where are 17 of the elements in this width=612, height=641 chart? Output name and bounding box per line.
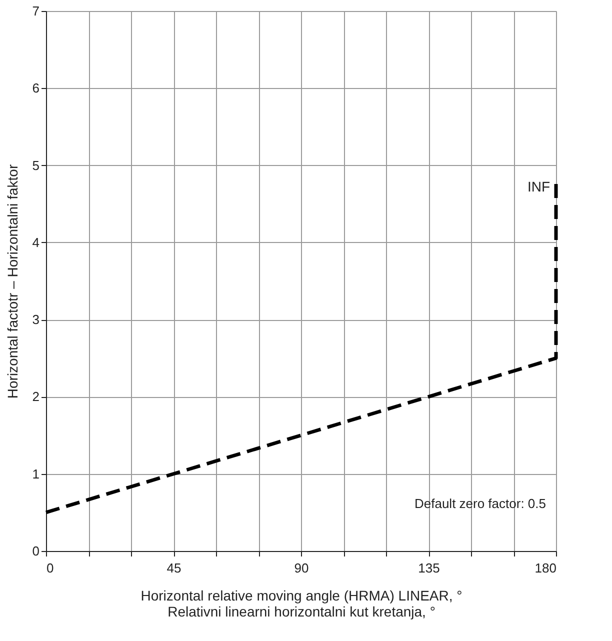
y-tick-label: 2 — [32, 389, 40, 404]
y-tick-label: 4 — [32, 234, 40, 250]
x-tick-label: 45 — [166, 560, 182, 576]
y-tick-label: 7 — [32, 4, 40, 18]
y-tick-label: 3 — [32, 312, 40, 328]
annotation: INF — [527, 178, 550, 195]
annotation: Default zero factor: 0.5 — [414, 496, 546, 511]
y-tick-label: 0 — [32, 544, 40, 558]
x-tick-label: 180 — [534, 560, 556, 576]
x-tick-label: 0 — [46, 560, 54, 576]
y-tick-label: 1 — [32, 466, 40, 482]
y-tick-label: 6 — [32, 80, 40, 96]
x-axis-title: Horizontal relative moving angle (HRMA) LINEAR, ° Relativni linearni horizontalni kut kretanja, ° — [140, 588, 462, 620]
y-tick-label: 5 — [32, 158, 40, 173]
y-axis-title: Horizontal factotr – Horizontalni faktor — [4, 164, 20, 399]
x-tick-label: 90 — [294, 560, 309, 576]
x-tick-label: 135 — [418, 560, 440, 576]
